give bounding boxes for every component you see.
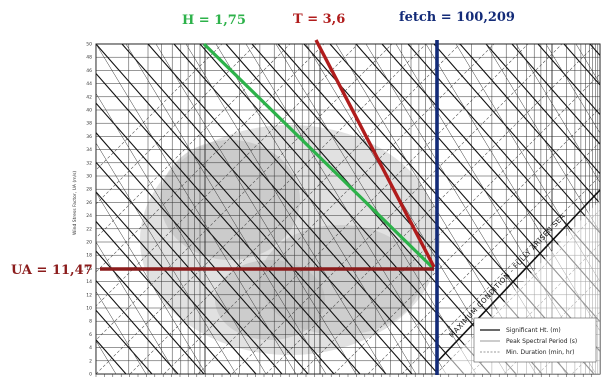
height-curve (96, 279, 179, 374)
duration-curve (299, 73, 600, 374)
period-curve (215, 44, 417, 374)
height-curve (485, 44, 600, 175)
duration-curve (231, 44, 563, 374)
duration-curve (606, 44, 613, 374)
period-curve (96, 291, 147, 374)
y-tick-label: 10 (86, 306, 92, 312)
period-curve (96, 142, 237, 374)
period-curve (545, 44, 600, 134)
period-curve (96, 192, 207, 374)
duration-curve (367, 141, 600, 374)
y-tick-label: 42 (86, 94, 92, 100)
height-curve (433, 44, 600, 234)
y-tick-label: 18 (86, 253, 92, 259)
period-curve (125, 44, 327, 374)
height-curve (96, 191, 257, 374)
height-curve (199, 44, 491, 374)
period-annotation-label: T = 3,6 (293, 12, 345, 27)
legend-label-duration: Min. Duration (min, hr) (506, 349, 575, 356)
duration-curve (333, 107, 600, 374)
y-tick-label: 48 (86, 55, 92, 61)
period-curve (606, 44, 613, 374)
period-curve (485, 44, 600, 233)
period-curve (245, 44, 447, 374)
height-curve (96, 44, 387, 374)
height-annotation-line (202, 42, 435, 270)
period-curve (96, 93, 267, 374)
period-curve (185, 44, 387, 374)
period-curve (275, 44, 477, 374)
y-tick-label: 2 (89, 358, 92, 364)
y-tick-label: 40 (86, 108, 92, 114)
duration-curve (265, 44, 597, 374)
y-tick-label: 4 (89, 345, 92, 351)
height-curve (459, 44, 600, 205)
legend: Significant Ht. (m) Peak Spectral Period… (473, 317, 597, 363)
y-tick-label: 32 (86, 160, 92, 166)
y-tick-label: 16 (86, 266, 92, 272)
y-tick-label: 24 (86, 213, 92, 219)
fetch-annotation-label: fetch = 100,209 (399, 10, 515, 25)
y-tick-label: 28 (86, 187, 92, 193)
duration-curve (401, 175, 600, 374)
duration-curve (163, 44, 495, 374)
height-annotation-label: H = 1,75 (182, 13, 246, 28)
period-curves (0, 44, 613, 374)
legend-label-period: Peak Spectral Period (s) (506, 338, 577, 345)
y-tick-label: 8 (89, 319, 92, 325)
height-curve (381, 44, 600, 293)
y-tick-label: 46 (86, 68, 92, 74)
x-axis-ticks (95, 374, 592, 377)
period-curve (0, 44, 56, 374)
y-tick-label: 34 (86, 147, 92, 153)
period-annotation-line (314, 39, 436, 268)
y-tick-label: 6 (89, 332, 92, 338)
height-curve (511, 44, 600, 145)
legend-label-height: Significant Ht. (m) (506, 327, 561, 334)
period-curve (96, 44, 297, 374)
height-curve (407, 44, 600, 264)
height-curve (96, 102, 335, 374)
legend-box (473, 317, 597, 363)
period-curve (515, 44, 600, 184)
y-tick-label: 44 (86, 81, 92, 87)
y-tick-label: 20 (86, 240, 92, 246)
height-curve (96, 309, 153, 374)
height-curve (96, 161, 283, 374)
height-curve (96, 220, 231, 374)
period-curve (96, 241, 177, 374)
y-tick-label: 26 (86, 200, 92, 206)
period-curve (455, 44, 600, 283)
height-curve (96, 72, 361, 374)
y-axis-label: Wind Stress Factor, UA (m/s) (72, 171, 78, 235)
y-tick-label: 50 (86, 42, 92, 48)
y-tick-label: 14 (86, 279, 92, 285)
height-curve (121, 44, 413, 374)
height-curve (96, 250, 205, 374)
ua-annotation-label: UA = 11,47 (11, 263, 93, 278)
y-axis-ticks: 5048464442403836343230282624222018161412… (86, 42, 92, 378)
y-tick-label: 38 (86, 121, 92, 127)
height-curve (537, 44, 600, 116)
period-curve (305, 44, 507, 374)
duration-curve (96, 44, 427, 374)
y-tick-label: 0 (89, 372, 92, 378)
duration-curve (197, 44, 529, 374)
duration-curve (129, 44, 461, 374)
height-curve (173, 44, 465, 374)
y-tick-label: 12 (86, 292, 92, 298)
y-tick-label: 36 (86, 134, 92, 140)
y-tick-label: 22 (86, 226, 92, 232)
period-curve (155, 44, 357, 374)
y-tick-label: 30 (86, 174, 92, 180)
height-curve (147, 44, 439, 374)
duration-curve (96, 44, 393, 341)
fully-arisen-sea-line (436, 189, 601, 363)
height-curve (96, 131, 309, 374)
